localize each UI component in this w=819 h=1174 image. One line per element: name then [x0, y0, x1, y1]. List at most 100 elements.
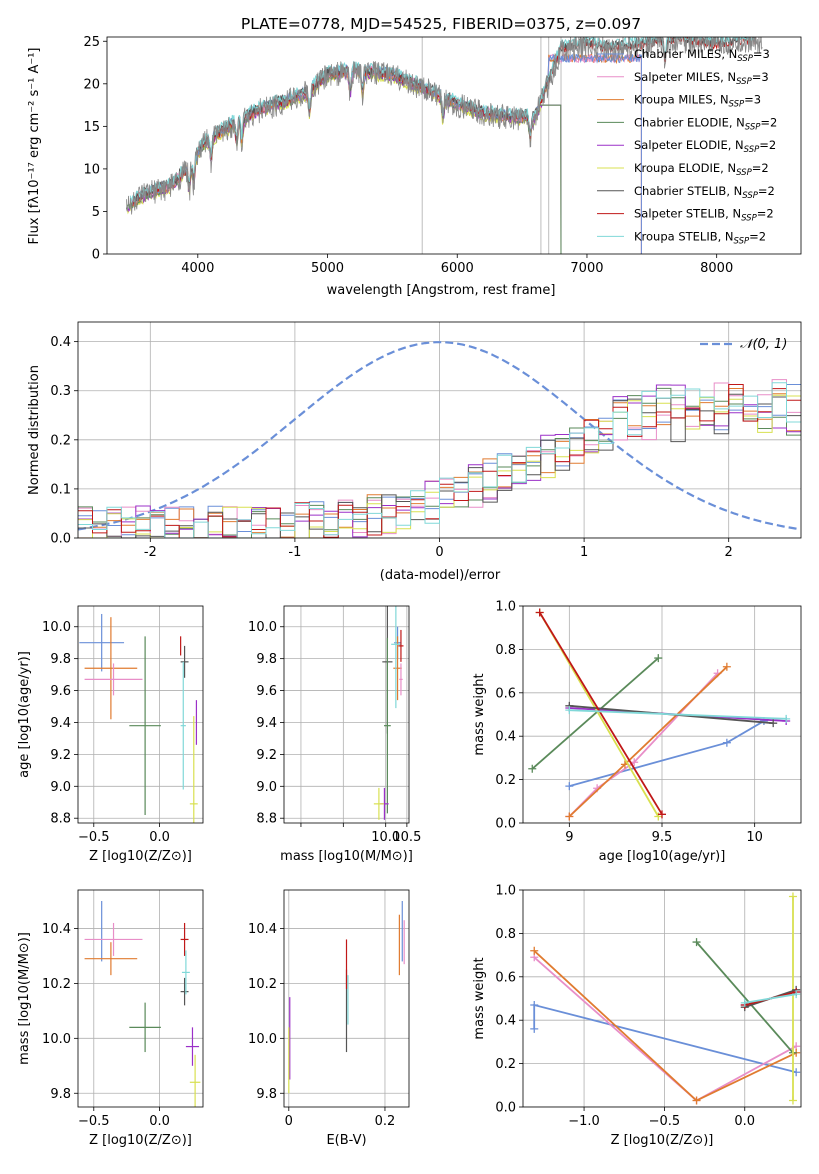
weight_vs_age-plot-area: [523, 606, 801, 823]
spectrum-frame: [106, 36, 802, 255]
weight-line-salpeter_stelib: [538, 612, 663, 815]
weight-marker-kroupa_miles: [565, 812, 574, 821]
y-tick-label: 0.0: [50, 532, 71, 547]
x-tick-label: 2: [725, 545, 733, 560]
legend-subscript: SSP: [734, 236, 750, 246]
y-tick-label: 9.2: [256, 748, 277, 763]
legend-subscript: SSP: [741, 214, 757, 224]
x-tick-label: 0: [435, 545, 443, 560]
spectrum-axes: 4000 5000 6000 7000 8000 0 5 10 15 20 25 Chabrier M…: [83, 35, 802, 276]
weight-marker-salpeter_stelib: [658, 810, 666, 819]
x-tick-label: 6000: [441, 261, 474, 276]
residuals-y-label: Normed distribution: [27, 365, 42, 495]
weight_vs_Z-y-label: mass weight: [472, 957, 487, 1039]
age_vs_mass-frame: [283, 605, 410, 824]
y-tick-label: 10.0: [42, 620, 71, 635]
y-tick-label: 10.4: [248, 922, 277, 937]
y-tick-label: 9.2: [50, 748, 71, 763]
errorbar-salpeter_miles: [399, 663, 403, 696]
weight_vs_Z-plot-area: [523, 890, 801, 1107]
weight-marker-chabrier_miles: [722, 738, 731, 747]
chart-title: PLATE=0778, MJD=54525, FIBERID=0375, z=0…: [241, 15, 641, 33]
y-tick-label: 10.4: [42, 922, 71, 937]
x-tick-label: -2: [144, 545, 157, 560]
errorbar-kroupa_miles: [84, 617, 138, 720]
errorbar-kroupa_elodie: [189, 1054, 201, 1107]
spectrum-line-chabrier_elodie: [126, 66, 562, 254]
errorbar-chabrier_elodie: [384, 637, 391, 814]
x-tick-label: 9.5: [652, 830, 673, 845]
mass_vs_Z-axes: −0.5 0.0 9.8 10.0 10.2 10.4: [42, 889, 204, 1129]
errorbar-chabrier_elodie: [129, 1002, 161, 1053]
age_vs_Z-x-label: Z [log10(Z/Z⊙)]: [89, 849, 192, 864]
x-tick-label: 1: [580, 545, 588, 560]
age_vs_Z-axes: −0.5 0.0 8.8 9.0 9.2 9.4 9.6 9.8 10.0: [42, 605, 204, 845]
age_vs_Z-plot-area: [78, 606, 203, 823]
y-tick-label: 0: [92, 248, 100, 263]
y-tick-label: 9.8: [50, 1087, 71, 1102]
mass_vs_ebv-plot-area: [284, 890, 409, 1107]
y-tick-label: 9.8: [256, 652, 277, 667]
legend-label-chabrier_elodie: Chabrier ELODIE, NSSP=2: [634, 115, 777, 132]
y-tick-label: 0.4: [50, 335, 71, 350]
weight-marker-kroupa_miles: [692, 1096, 701, 1105]
legend-label-gaussian: 𝒩(0, 1): [740, 337, 787, 352]
y-tick-label: 9.4: [256, 716, 277, 731]
y-tick-label: 0.8: [495, 927, 516, 942]
weight-line-chabrier_miles: [569, 720, 765, 787]
y-tick-label: 0.6: [495, 970, 516, 985]
legend-label-rest: =3: [753, 47, 770, 61]
errorbar-kroupa_stelib: [391, 606, 401, 709]
mass_vs_ebv-x-label: E(B-V): [326, 1133, 366, 1148]
weight-marker-chabrier_elodie: [692, 938, 701, 947]
spectrum-plot-area: [126, 37, 763, 254]
y-tick-label: 25: [83, 35, 100, 50]
x-tick-label: 10.0: [371, 830, 400, 845]
y-tick-label: 10.0: [248, 1032, 277, 1047]
legend-subscript: SSP: [736, 77, 752, 87]
mass_vs_Z-y-label: mass [log10(M/M⊙)]: [17, 932, 32, 1065]
x-tick-label: 4000: [181, 261, 214, 276]
errorbar-kroupa_elodie: [189, 716, 198, 823]
weight-marker-kroupa_elodie: [788, 1096, 797, 1105]
weight-line-chabrier_elodie: [695, 941, 794, 1054]
y-tick-label: 9.6: [50, 684, 71, 699]
legend-label-chabrier_stelib: Chabrier STELIB, NSSP=2: [634, 184, 775, 201]
y-tick-label: 10: [83, 162, 100, 177]
y-tick-label: 10.0: [248, 620, 277, 635]
weight-line-chabrier_elodie: [531, 657, 659, 770]
weight-marker-chabrier_miles: [530, 1001, 539, 1010]
y-tick-label: 0.4: [495, 730, 516, 745]
x-tick-label: −0.5: [649, 1114, 681, 1129]
errorbar-chabrier_stelib: [180, 977, 189, 1006]
weight_vs_age-y-label: mass weight: [472, 673, 487, 755]
x-tick-label: 10.5: [392, 830, 421, 845]
weight-marker-salpeter_miles: [630, 758, 639, 767]
weight_vs_Z-axes: −1.0 −0.5 0.0 0.0 0.2 0.4 0.6 0.8 1.0: [495, 884, 802, 1129]
y-tick-label: 9.8: [256, 1087, 277, 1102]
y-tick-label: 9.4: [50, 716, 71, 731]
legend-subscript: SSP: [736, 168, 752, 178]
weight-marker-kroupa_miles: [530, 946, 539, 955]
y-tick-label: 15: [83, 120, 100, 135]
spectrum-line-kroupa_elodie: [126, 67, 562, 254]
y-tick-label: 0.0: [495, 817, 516, 832]
errorbar-kroupa_stelib: [180, 661, 186, 790]
age_vs_Z-y-label: age [log10(age/yr)]: [17, 651, 32, 778]
x-tick-label: 10: [746, 830, 763, 845]
weight_vs_Z-x-label: Z [log10(Z/Z⊙)]: [611, 1133, 714, 1148]
x-tick-label: 0.2: [375, 1114, 396, 1129]
y-tick-label: 9.0: [50, 780, 71, 795]
legend-subscript: SSP: [729, 100, 745, 110]
weight-marker-kroupa_stelib: [792, 990, 801, 999]
errorbar-chabrier_miles: [79, 613, 125, 672]
errorbar-chabrier_stelib: [180, 645, 189, 678]
age_vs_mass-x-label: mass [log10(M/M⊙)]: [280, 849, 413, 864]
x-tick-label: 0.0: [149, 1114, 170, 1129]
age_vs_mass-plot-area: [284, 606, 409, 823]
legend-label-rest: =2: [758, 184, 775, 198]
legend-subscript: SSP: [745, 122, 761, 132]
y-tick-label: 1.0: [495, 884, 516, 899]
mass_vs_ebv-frame: [283, 889, 410, 1108]
weight-marker-chabrier_elodie: [654, 654, 663, 663]
